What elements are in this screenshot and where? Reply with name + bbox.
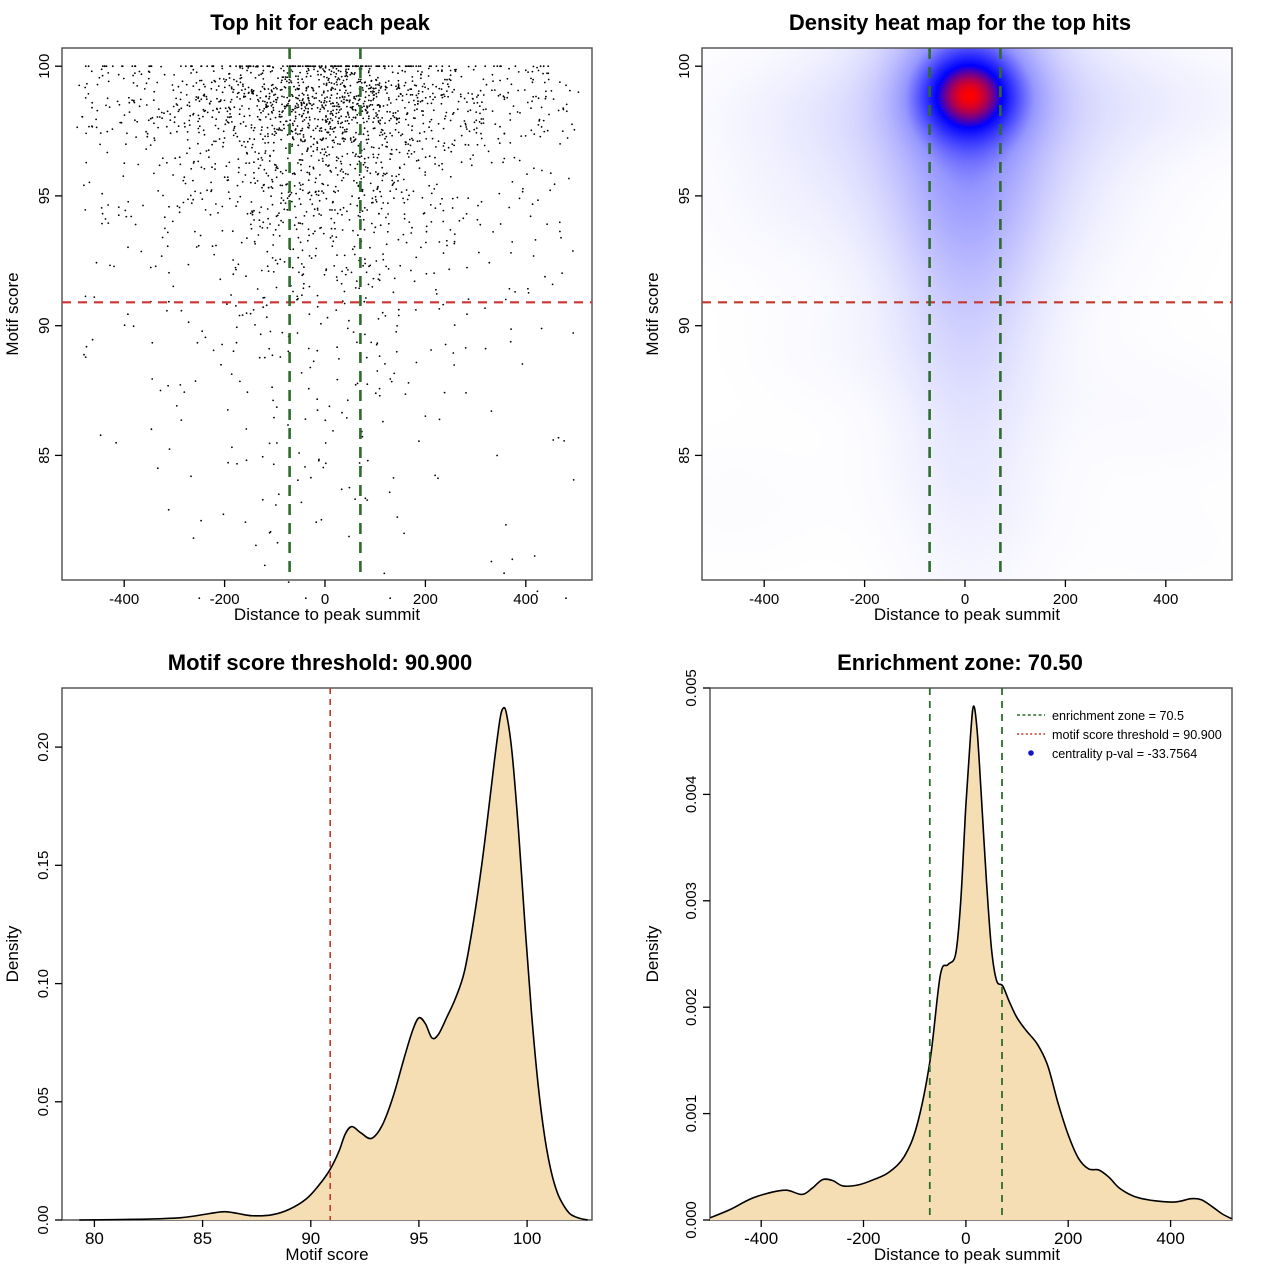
svg-text:-400: -400 (744, 1229, 778, 1248)
svg-text:400: 400 (1156, 1229, 1184, 1248)
svg-text:centrality p-val = -33.7564: centrality p-val = -33.7564 (1052, 747, 1197, 761)
svg-text:-400: -400 (109, 591, 139, 608)
svg-text:Motif score: Motif score (643, 272, 662, 355)
svg-text:0.20: 0.20 (35, 732, 52, 761)
svg-text:Enrichment zone: 70.50: Enrichment zone: 70.50 (837, 650, 1083, 675)
svg-text:400: 400 (1153, 591, 1178, 608)
svg-text:Distance to peak summit: Distance to peak summit (874, 605, 1060, 624)
svg-text:Motif score threshold: 90.900: Motif score threshold: 90.900 (168, 650, 472, 675)
svg-text:0.001: 0.001 (683, 1095, 700, 1133)
svg-text:85: 85 (193, 1229, 212, 1248)
svg-text:0.10: 0.10 (35, 969, 52, 998)
svg-text:0.002: 0.002 (683, 988, 700, 1026)
svg-text:100: 100 (36, 54, 53, 79)
svg-text:Density: Density (643, 925, 662, 982)
svg-text:400: 400 (513, 591, 538, 608)
svg-text:Density heat map for the top h: Density heat map for the top hits (789, 10, 1131, 35)
svg-text:Distance to peak summit: Distance to peak summit (874, 1245, 1060, 1264)
svg-text:95: 95 (676, 188, 693, 205)
svg-text:Top hit for each peak: Top hit for each peak (210, 10, 430, 35)
svg-text:0.000: 0.000 (683, 1201, 700, 1239)
svg-text:Motif score: Motif score (3, 272, 22, 355)
svg-text:90: 90 (676, 317, 693, 334)
svg-text:motif score threshold = 90.900: motif score threshold = 90.900 (1052, 728, 1222, 742)
svg-text:0.05: 0.05 (35, 1087, 52, 1116)
svg-text:85: 85 (36, 447, 53, 464)
svg-text:Motif score: Motif score (285, 1245, 368, 1264)
svg-text:0.15: 0.15 (35, 851, 52, 880)
svg-text:90: 90 (36, 317, 53, 334)
svg-text:0.004: 0.004 (683, 776, 700, 814)
svg-text:Density: Density (3, 925, 22, 982)
svg-text:95: 95 (409, 1229, 428, 1248)
svg-text:0.003: 0.003 (683, 882, 700, 920)
svg-text:100: 100 (676, 54, 693, 79)
svg-text:80: 80 (85, 1229, 104, 1248)
svg-text:95: 95 (36, 188, 53, 205)
svg-text:100: 100 (513, 1229, 541, 1248)
svg-text:-400: -400 (749, 591, 779, 608)
svg-text:0.005: 0.005 (683, 669, 700, 707)
svg-text:Distance to peak summit: Distance to peak summit (234, 605, 420, 624)
svg-text:0.00: 0.00 (35, 1205, 52, 1234)
svg-text:enrichment zone = 70.5: enrichment zone = 70.5 (1052, 709, 1184, 723)
svg-text:85: 85 (676, 447, 693, 464)
